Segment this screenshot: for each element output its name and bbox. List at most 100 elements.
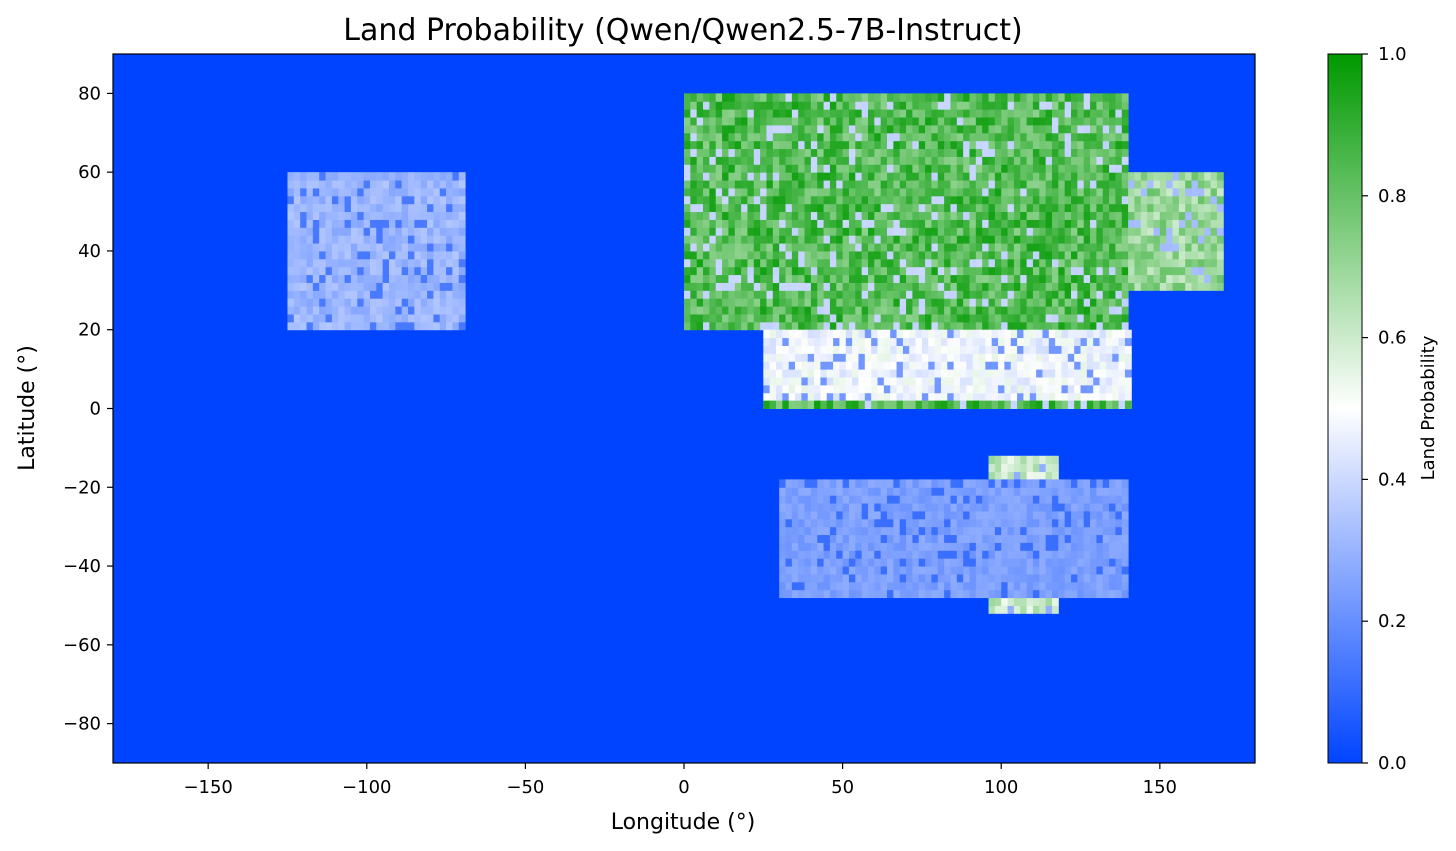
heatmap-cell [798,581,806,591]
heatmap-cell [1013,471,1021,480]
heatmap-cell [331,282,339,291]
heatmap-cell [798,266,806,276]
heatmap-cell [909,400,917,409]
heatmap-cell [836,550,844,559]
heatmap-cell [918,148,926,157]
heatmap-cell [684,235,691,244]
heatmap-cell [867,566,875,575]
heatmap-cell [1077,306,1085,315]
heatmap-cell [1026,518,1034,528]
heatmap-cell [1210,235,1218,244]
heatmap-cell [760,132,767,142]
heatmap-cell [988,195,996,205]
heatmap-cell [842,203,850,213]
heatmap-cell [433,187,441,197]
heatmap-cell [880,510,888,520]
heatmap-cell [966,392,974,402]
colorbar-tick-label: 0.8 [1378,186,1407,207]
heatmap-cell [357,266,365,276]
heatmap-cell [1020,510,1028,520]
heatmap-cell [979,337,986,346]
heatmap-cell [937,180,945,189]
heatmap-cell [1115,526,1123,536]
heatmap-cell [1166,203,1174,213]
heatmap-cell [1112,353,1120,362]
heatmap-cell [950,172,958,181]
heatmap-cell [975,282,983,291]
heatmap-cell [766,203,774,213]
heatmap-cell [1124,345,1132,354]
heatmap-cell [1020,550,1028,559]
heatmap-cell [791,282,799,291]
heatmap-cell [874,534,882,543]
heatmap-cell [1159,180,1167,189]
heatmap-cell [734,187,742,197]
heatmap-cell [887,258,894,268]
heatmap-cell [836,250,844,260]
heatmap-cell [715,132,723,142]
heatmap-cell [344,258,352,268]
heatmap-cell [820,353,828,362]
heatmap-cell [918,250,926,260]
heatmap-cell [1058,235,1066,244]
heatmap-cell [401,211,409,220]
heatmap-cell [287,195,295,205]
heatmap-cell [741,148,748,157]
heatmap-cell [1172,274,1180,283]
heatmap-cell [944,235,951,244]
heatmap-cell [906,534,913,543]
heatmap-region-3 [1128,172,1224,291]
heatmap-cell [331,203,339,213]
heatmap-cell [950,148,958,157]
heatmap-cell [1032,180,1040,189]
heatmap-cell [1197,243,1205,252]
heatmap-cell [1029,400,1037,409]
heatmap-cell [963,109,970,118]
heatmap-cell [312,227,320,236]
heatmap-cell [1048,337,1056,346]
heatmap-cell [1007,463,1015,473]
heatmap-cell [1191,258,1199,268]
heatmap-cell [874,298,882,307]
heatmap-cell [1216,227,1224,236]
heatmap-cell [855,140,863,150]
heatmap-cell [1197,219,1205,228]
heatmap-cell [829,235,837,244]
heatmap-cell [344,313,352,323]
heatmap-cell [842,258,850,268]
heatmap-cell [1064,266,1072,276]
heatmap-cell [991,384,999,394]
heatmap-cell [1026,566,1034,575]
heatmap-cell [798,495,806,504]
heatmap-cell [1112,329,1120,339]
heatmap-cell [829,542,837,551]
heatmap-cell [772,298,780,307]
heatmap-cell [956,156,964,165]
heatmap-cell [1096,101,1104,110]
heatmap-cell [1020,558,1028,567]
heatmap-cell [1036,329,1043,339]
heatmap-cell [1096,243,1104,252]
heatmap-cell [956,148,964,157]
heatmap-cell [867,282,875,291]
heatmap-cell [855,479,863,488]
heatmap-cell [883,329,891,339]
heatmap-cell [684,187,691,197]
heatmap-cell [747,124,755,134]
heatmap-cell [763,353,771,362]
heatmap-cell [1001,274,1009,283]
heatmap-cell [401,266,409,276]
heatmap-cell [1032,117,1040,126]
heatmap-cell [1064,250,1072,260]
heatmap-cell [1007,211,1015,220]
heatmap-cell [994,101,1002,110]
heatmap-cell [709,187,717,197]
heatmap-cell [785,266,793,276]
heatmap-cell [887,109,894,118]
heatmap-cell [696,180,704,189]
heatmap-cell [690,140,698,150]
heatmap-cell [1039,526,1047,536]
heatmap-cell [414,180,422,189]
heatmap-cell [918,495,926,504]
heatmap-cell [823,250,831,260]
